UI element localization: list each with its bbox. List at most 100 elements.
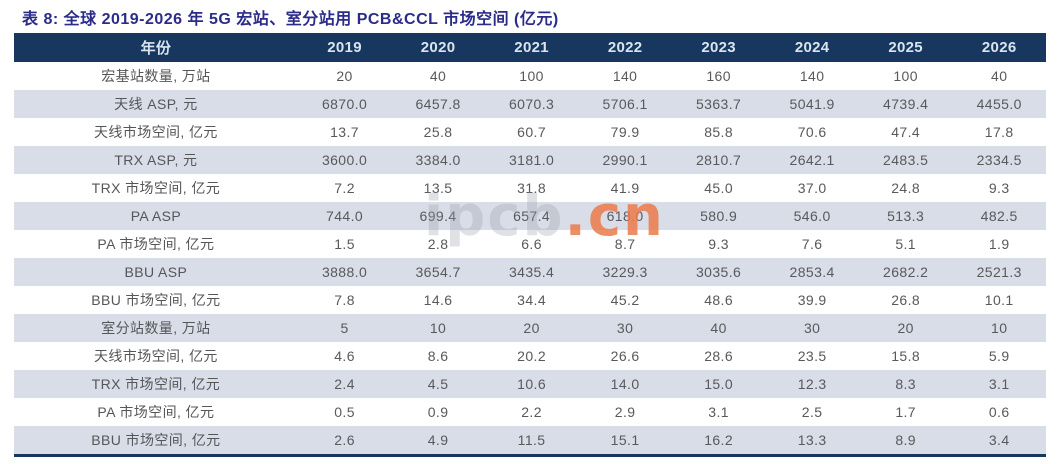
table-cell: 20 (336, 68, 353, 84)
table-cell: 30 (765, 314, 859, 342)
table-cell: 2853.4 (765, 258, 859, 286)
table-cell: 25.8 (423, 124, 453, 140)
table-cell: 48.6 (704, 292, 734, 308)
table-cell: 6457.8 (391, 90, 485, 118)
table-cell: 3600.0 (297, 146, 392, 174)
table-cell: 17.8 (984, 124, 1014, 140)
table-cell: 70.6 (797, 124, 827, 140)
table-cell: 85.8 (704, 124, 734, 140)
table-cell: 10.6 (484, 370, 579, 398)
table-cell: 2.5 (801, 404, 823, 420)
table-cell: 41.9 (610, 180, 640, 196)
table-cell: 5.9 (988, 348, 1010, 364)
row-label: BBU 市场空间, 亿元 (91, 292, 221, 308)
table-cell: 2.8 (427, 236, 449, 252)
table-cell: 3.1 (708, 404, 729, 420)
table-cell: 10 (391, 314, 485, 342)
table-cell: 3384.0 (391, 146, 485, 174)
table-cell: 39.9 (797, 292, 827, 308)
table-cell: 5.1 (895, 236, 916, 252)
row-label: 宏基站数量, 万站 (101, 68, 211, 84)
table-row: TRX 市场空间, 亿元 2.4 4.5 10.6 14.0 15.0 12.3 8.3 3.1 (14, 370, 1046, 398)
table-cell: 2810.7 (671, 146, 766, 174)
table-cell: 100 (519, 68, 544, 84)
column-header-label: 年份 (14, 33, 298, 62)
table-row: BBU 市场空间, 亿元 7.8 14.6 34.4 45.2 48.6 39.9 26.8 1… (14, 286, 1046, 314)
table-cell: 12.3 (765, 370, 859, 398)
row-label: BBU ASP (14, 258, 298, 286)
table-cell: 160 (706, 68, 731, 84)
table-cell: 15.8 (891, 348, 921, 364)
table-cell: 1.5 (334, 236, 355, 252)
table-row: PA 市场空间, 亿元 1.5 2.8 6.6 8.7 9.3 7.6 5.1 1.9 (14, 230, 1046, 258)
table-cell: 5363.7 (671, 90, 766, 118)
table-cell: 2642.1 (765, 146, 859, 174)
row-label: 室分站数量, 万站 (14, 314, 298, 342)
table-cell: 37.0 (797, 180, 827, 196)
column-header-year: 2020 (391, 33, 485, 62)
table-row: 天线 ASP, 元 6870.0 6457.8 6070.3 5706.1 5363.7 5… (14, 90, 1046, 118)
table-cell: 5 (297, 314, 392, 342)
table-cell: 15.0 (671, 370, 766, 398)
table-cell: 5706.1 (578, 90, 672, 118)
table-cell: 13.7 (330, 124, 359, 140)
table-cell: 0.5 (334, 404, 355, 420)
column-header-year: 2019 (297, 33, 392, 62)
row-label: PA 市场空间, 亿元 (97, 404, 215, 420)
table-cell: 2682.2 (858, 258, 953, 286)
table-cell: 34.4 (517, 292, 547, 308)
table-cell: 744.0 (297, 202, 392, 230)
table-cell: 8.3 (858, 370, 953, 398)
table-cell: 13.5 (423, 180, 453, 196)
column-header-year: 2026 (952, 33, 1046, 62)
row-label: 天线市场空间, 亿元 (94, 348, 218, 364)
table-cell: 20.2 (517, 348, 547, 364)
table-cell: 3035.6 (671, 258, 766, 286)
table-cell: 546.0 (765, 202, 859, 230)
table-cell: 5041.9 (765, 90, 859, 118)
table-cell: 2990.1 (578, 146, 672, 174)
table-cell: 13.3 (765, 426, 859, 456)
table-cell: 2334.5 (952, 146, 1046, 174)
column-header-year: 2021 (484, 33, 579, 62)
table-cell: 3435.4 (484, 258, 579, 286)
table-cell: 100 (893, 68, 918, 84)
table-row: TRX ASP, 元 3600.0 3384.0 3181.0 2990.1 2810.7… (14, 146, 1046, 174)
table-cell: 40 (991, 68, 1008, 84)
table-row: TRX 市场空间, 亿元 7.2 13.5 31.8 41.9 45.0 37.0 24.8 9… (14, 174, 1046, 202)
table-cell: 10 (952, 314, 1046, 342)
table-cell: 26.6 (610, 348, 640, 364)
table-header-row: 年份 2019 2020 2021 2022 2023 2024 2025 2026 (14, 33, 1046, 62)
row-label: TRX ASP, 元 (14, 146, 298, 174)
table-row: 天线市场空间, 亿元 4.6 8.6 20.2 26.6 28.6 23.5 15.8 5.9 (14, 342, 1046, 370)
table-cell: 699.4 (391, 202, 485, 230)
table-cell: 2.4 (297, 370, 392, 398)
table-cell: 30 (578, 314, 672, 342)
table-cell: 8.9 (858, 426, 953, 456)
table-cell: 9.3 (988, 180, 1010, 196)
row-label: TRX 市场空间, 亿元 (14, 370, 298, 398)
table-row: BBU ASP 3888.0 3654.7 3435.4 3229.3 3035.6 285… (14, 258, 1046, 286)
table-cell: 3229.3 (578, 258, 672, 286)
table-cell: 14.0 (578, 370, 672, 398)
table-row: 室分站数量, 万站 5 10 20 30 40 30 20 10 (14, 314, 1046, 342)
table-cell: 3.4 (952, 426, 1046, 456)
table-cell: 45.2 (610, 292, 640, 308)
table-cell: 16.2 (671, 426, 766, 456)
table-cell: 40 (671, 314, 766, 342)
table-cell: 580.9 (671, 202, 766, 230)
table-cell: 6870.0 (297, 90, 392, 118)
table-cell: 47.4 (891, 124, 921, 140)
table-cell: 28.6 (704, 348, 734, 364)
table-cell: 3654.7 (391, 258, 485, 286)
table-cell: 23.5 (797, 348, 827, 364)
table-cell: 26.8 (891, 292, 921, 308)
table-cell: 20 (858, 314, 953, 342)
table-cell: 0.9 (427, 404, 449, 420)
column-header-year: 2024 (765, 33, 859, 62)
table-cell: 7.8 (334, 292, 355, 308)
table-cell: 3888.0 (297, 258, 392, 286)
table-cell: 40 (429, 68, 447, 84)
column-header-year: 2022 (578, 33, 672, 62)
